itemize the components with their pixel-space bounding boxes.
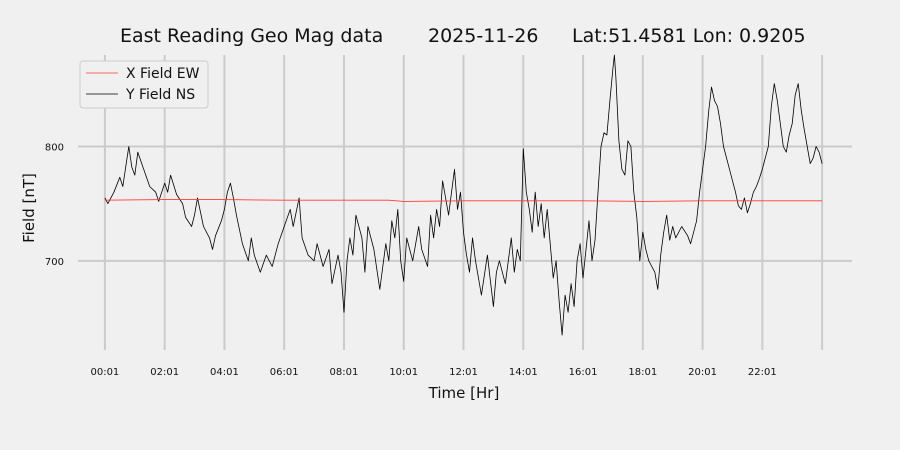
y-axis-ticks: 700 800: [45, 142, 64, 267]
legend-label-x-field: X Field EW: [126, 66, 200, 82]
legend-label-y-field: Y Field NS: [125, 87, 195, 103]
series-line-x-field-ew: [104, 199, 823, 202]
chart-title-name: East Reading Geo Mag data: [120, 25, 383, 47]
x-tick-label: 02:01: [150, 367, 179, 378]
chart-title-location: Lat:51.4581 Lon: 0.9205: [572, 25, 806, 47]
grid: [78, 55, 852, 350]
legend: X Field EW Y Field NS: [79, 60, 209, 109]
x-tick-label: 16:01: [569, 367, 598, 378]
series-line-y-field-ns: [104, 54, 823, 336]
x-axis-ticks: 00:01 02:01 04:01 06:01 08:01 10:01 12:01 14:01…: [90, 367, 776, 378]
x-tick-label: 04:01: [210, 367, 239, 378]
x-tick-label: 00:01: [90, 367, 119, 378]
plot-area: [104, 54, 823, 336]
x-tick-label: 18:01: [628, 367, 657, 378]
x-tick-label: 08:01: [330, 367, 359, 378]
y-tick-label: 800: [45, 142, 64, 153]
x-tick-label: 20:01: [688, 367, 717, 378]
x-axis-label: Time [Hr]: [428, 384, 500, 402]
x-tick-label: 10:01: [389, 367, 418, 378]
x-tick-label: 14:01: [509, 367, 538, 378]
y-axis-label: Field [nT]: [20, 173, 38, 243]
x-tick-label: 22:01: [748, 367, 777, 378]
y-tick-label: 700: [45, 257, 64, 268]
chart-title-date: 2025-11-26: [428, 25, 538, 47]
x-tick-label: 06:01: [270, 367, 299, 378]
x-tick-label: 12:01: [449, 367, 478, 378]
